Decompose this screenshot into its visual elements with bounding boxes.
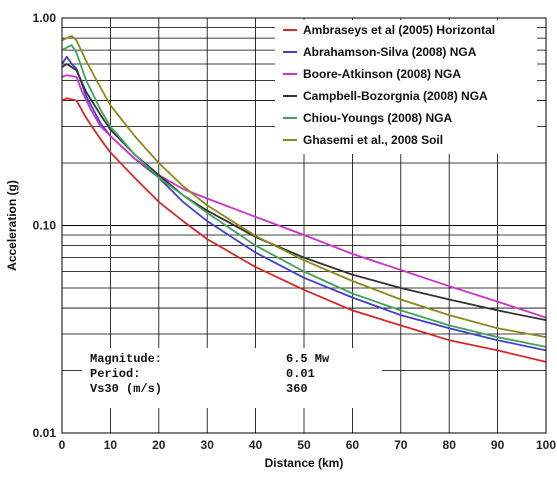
annotation-value: 0.01 [286,367,315,381]
x-tick-label: 0 [59,438,66,452]
annotation-label: Period: [90,367,140,381]
x-tick-label: 10 [104,438,118,452]
x-tick-label: 100 [536,438,556,452]
series-line [61,35,547,338]
x-tick-label: 80 [443,438,457,452]
y-tick-label: 0.10 [33,219,57,233]
series-line [61,74,547,319]
series-layer [61,35,547,363]
series-line [61,55,547,352]
x-tick-label: 30 [201,438,215,452]
legend-label: Ambraseys et al (2005) Horizontal [303,23,495,37]
y-tick-label: 0.01 [33,426,57,440]
x-tick-label: 70 [394,438,408,452]
legend: Ambraseys et al (2005) Horizontal Abraham… [275,20,537,154]
legend-label: Abrahamson-Silva (2008) NGA [303,45,477,59]
annotation-box: Magnitude: 6.5 Mw Period: 0.01 Vs30 (m/s) 360 [82,348,382,408]
series-line [61,97,547,363]
annotation-value: 6.5 Mw [286,352,330,366]
x-axis-label: Distance (km) [265,456,344,470]
x-tick-label: 60 [346,438,360,452]
legend-label: Ghasemi et al., 2008 Soil [303,133,443,147]
plot-frame [61,17,547,434]
legend-background [275,20,537,154]
legend-label: Chiou-Youngs (2008) NGA [303,111,452,125]
series-line [61,44,547,348]
x-tick-label: 40 [249,438,263,452]
y-axis-label: Acceleration (g) [5,180,19,271]
tick-labels: 0 10 20 30 40 50 60 70 80 90 100 0.01 0.10 1.00 [33,11,557,452]
x-tick-label: 50 [297,438,311,452]
annotation-label: Vs30 (m/s) [90,382,162,396]
legend-label: Boore-Atkinson (2008) NGA [303,67,461,81]
legend-label: Campbell-Bozorgnia (2008) NGA [303,89,488,103]
y-tick-label: 1.00 [33,11,57,25]
annotation-label: Magnitude: [90,352,162,366]
x-tick-label: 90 [491,438,505,452]
x-tick-label: 20 [152,438,166,452]
annotation-value: 360 [286,382,308,396]
annotation-background [82,348,382,408]
